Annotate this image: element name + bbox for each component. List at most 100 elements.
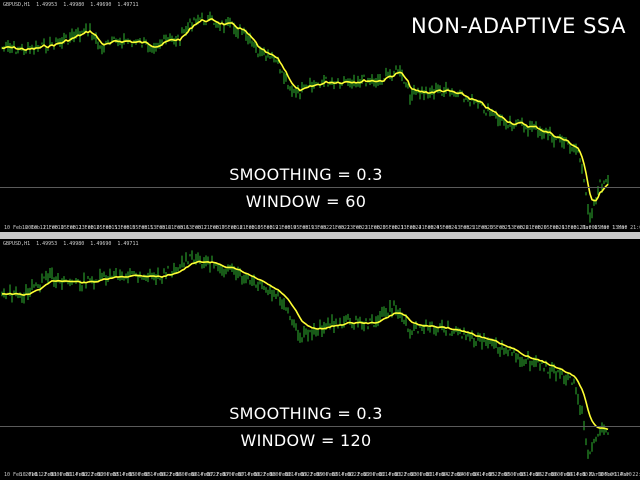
open-value: 1.49953 xyxy=(36,2,58,8)
chart-header-top: GBPUSD,H1 1.49953 1.49980 1.49690 1.4971… xyxy=(3,2,141,8)
time-tick-label: 12 Feb 13:00 xyxy=(93,225,130,231)
time-tick-label: 23 Feb 13:00 xyxy=(379,225,416,231)
time-tick-label: 15 Feb 06:00 xyxy=(113,472,150,478)
time-tick-label: 22 Feb 06:00 xyxy=(348,472,385,478)
time-tick-label: 11 Feb 13:00 xyxy=(57,225,94,231)
time-tick-label: 17 Feb 22:00 xyxy=(238,472,275,478)
time-tick-label: 11 Feb 22:00 xyxy=(66,472,103,478)
time-tick-label: 15 Feb 22:00 xyxy=(144,472,181,478)
time-tick-label: 11 Feb 14:00 xyxy=(50,472,88,478)
time-tick-label: 25 Feb 13:00 xyxy=(486,225,524,231)
time-tick-label: 1 Mar 21:00 xyxy=(612,225,640,231)
time-tick-label: 25 Feb 22:00 xyxy=(520,472,557,478)
price-level-line xyxy=(0,187,640,188)
open-value: 1.49953 xyxy=(36,241,58,247)
time-tick-label: 1 Mar 22:00 xyxy=(614,472,640,478)
time-tick-label: 25 Feb 06:00 xyxy=(489,472,526,478)
time-tick-label: 18 Feb 22:00 xyxy=(285,472,322,478)
time-tick-label: 19 Feb 21:00 xyxy=(308,225,345,231)
time-tick-label: 17 Feb 14:00 xyxy=(223,472,260,478)
time-tick-label: 19 Feb 05:00 xyxy=(272,225,309,231)
time-tick-label: 17 Feb 21:00 xyxy=(218,225,255,231)
time-tick-label: 23 Feb 14:00 xyxy=(410,472,448,478)
chart-header-bottom: GBPUSD,H1 1.49953 1.49980 1.49690 1.4971… xyxy=(3,241,141,247)
time-tick-label: 10 Feb 2010 xyxy=(4,472,38,478)
price-chart-top[interactable] xyxy=(0,0,640,224)
time-tick-label: 12 Feb 14:00 xyxy=(97,472,135,478)
time-tick-label: 24 Feb 22:00 xyxy=(473,472,510,478)
panel-separator[interactable] xyxy=(0,232,640,239)
time-tick-label: 18 Feb 06:00 xyxy=(254,472,291,478)
ssa-smoothed-line xyxy=(1,260,609,431)
time-tick-label: 24 Feb 05:00 xyxy=(415,225,452,231)
symbol-label: GBPUSD,H1 xyxy=(3,2,31,8)
time-tick-label: 19 Feb 13:00 xyxy=(290,225,327,231)
time-tick-label: 11 Feb 06:00 xyxy=(35,472,72,478)
time-tick-label: 23 Feb 05:00 xyxy=(361,225,398,231)
window-label-top: WINDOW = 60 xyxy=(245,192,367,211)
time-tick-label: 22 Feb 14:00 xyxy=(363,472,401,478)
time-tick-label: 16 Feb 13:00 xyxy=(164,225,202,231)
time-tick-label: 24 Feb 14:00 xyxy=(457,472,494,478)
high-value: 1.49980 xyxy=(63,2,85,8)
time-tick-label: 26 Feb 14:00 xyxy=(551,472,588,478)
high-value: 1.49980 xyxy=(63,241,85,247)
chart-panel-bottom[interactable]: GBPUSD,H1 1.49953 1.49980 1.49690 1.4971… xyxy=(0,239,640,480)
price-chart-bottom[interactable] xyxy=(0,239,640,471)
time-tick-label: 17 Feb 05:00 xyxy=(200,225,237,231)
time-tick-label: 15 Feb 13:00 xyxy=(129,225,166,231)
time-tick-label: 16 Feb 21:00 xyxy=(182,225,219,231)
time-tick-label: 19 Feb 22:00 xyxy=(332,472,369,478)
time-tick-label: 23 Feb 06:00 xyxy=(395,472,432,478)
time-tick-label: 11 Feb 05:00 xyxy=(39,225,76,231)
time-tick-label: 22 Feb 21:00 xyxy=(343,225,380,231)
chart-panel-top[interactable]: GBPUSD,H1 1.49953 1.49980 1.49690 1.4971… xyxy=(0,0,640,232)
time-axis-top: 10 Feb 2010 10 Feb 21:00 11 Feb 05:00 11 Fe… xyxy=(0,224,640,232)
time-tick-label: 1 Mar 06:00 xyxy=(583,472,617,478)
time-tick-label: 15 Feb 05:00 xyxy=(111,225,148,231)
smoothing-label-top: SMOOTHING = 0.3 xyxy=(229,165,383,184)
time-tick-label: 26 Feb 21:00 xyxy=(558,225,595,231)
time-tick-label: 19 Feb 14:00 xyxy=(317,472,354,478)
time-tick-label: 25 Feb 14:00 xyxy=(504,472,541,478)
time-tick-label: 24 Feb 06:00 xyxy=(442,472,479,478)
low-value: 1.49690 xyxy=(90,2,112,8)
time-tick-label: 22 Feb 22:00 xyxy=(379,472,416,478)
time-tick-label: 16 Feb 22:00 xyxy=(191,472,228,478)
time-tick-label: 12 Feb 05:00 xyxy=(75,225,112,231)
close-value: 1.49711 xyxy=(117,241,139,247)
time-tick-label: 18 Feb 14:00 xyxy=(270,472,307,478)
page-title: NON-ADAPTIVE SSA xyxy=(410,14,626,38)
time-tick-label: 17 Feb 06:00 xyxy=(207,472,244,478)
time-tick-label: 18 Feb 05:00 xyxy=(236,225,273,231)
time-tick-label: 10 Feb 21:00 xyxy=(21,225,58,231)
time-tick-label: 26 Feb 13:00 xyxy=(540,225,577,231)
time-tick-label: 23 Feb 21:00 xyxy=(397,225,434,231)
price-level-line xyxy=(0,426,640,427)
low-value: 1.49690 xyxy=(90,241,112,247)
window-label-bottom: WINDOW = 120 xyxy=(240,431,372,450)
time-tick-label: 26 Feb 22:00 xyxy=(567,472,604,478)
time-axis-bottom: 10 Feb 2010 10 Feb 22:00 11 Feb 06:00 11 Fe… xyxy=(0,471,640,479)
smoothing-label-bottom: SMOOTHING = 0.3 xyxy=(229,404,383,423)
time-tick-label: 1 Mar 13:00 xyxy=(594,225,628,231)
close-value: 1.49711 xyxy=(117,2,139,8)
time-tick-label: 26 Feb 05:00 xyxy=(522,225,559,231)
time-tick-label: 25 Feb 05:00 xyxy=(469,225,506,231)
time-tick-label: 1 Mar 05:00 xyxy=(576,225,610,231)
time-tick-label: 19 Feb 06:00 xyxy=(301,472,338,478)
ssa-smoothed-line xyxy=(1,18,609,202)
time-tick-label: 24 Feb 13:00 xyxy=(433,225,470,231)
time-tick-label: 26 Feb 06:00 xyxy=(536,472,573,478)
time-tick-label: 18 Feb 21:00 xyxy=(254,225,291,231)
time-tick-label: 22 Feb 13:00 xyxy=(325,225,363,231)
symbol-label: GBPUSD,H1 xyxy=(3,241,31,247)
time-tick-label: 16 Feb 14:00 xyxy=(176,472,213,478)
time-tick-label: 23 Feb 22:00 xyxy=(426,472,463,478)
time-tick-label: 24 Feb 21:00 xyxy=(451,225,488,231)
time-tick-label: 1 Mar 14:00 xyxy=(598,472,632,478)
time-tick-label: 16 Feb 06:00 xyxy=(160,472,197,478)
time-tick-label: 10 Feb 2010 xyxy=(4,225,38,231)
time-tick-label: 25 Feb 21:00 xyxy=(504,225,541,231)
time-tick-label: 12 Feb 06:00 xyxy=(82,472,119,478)
